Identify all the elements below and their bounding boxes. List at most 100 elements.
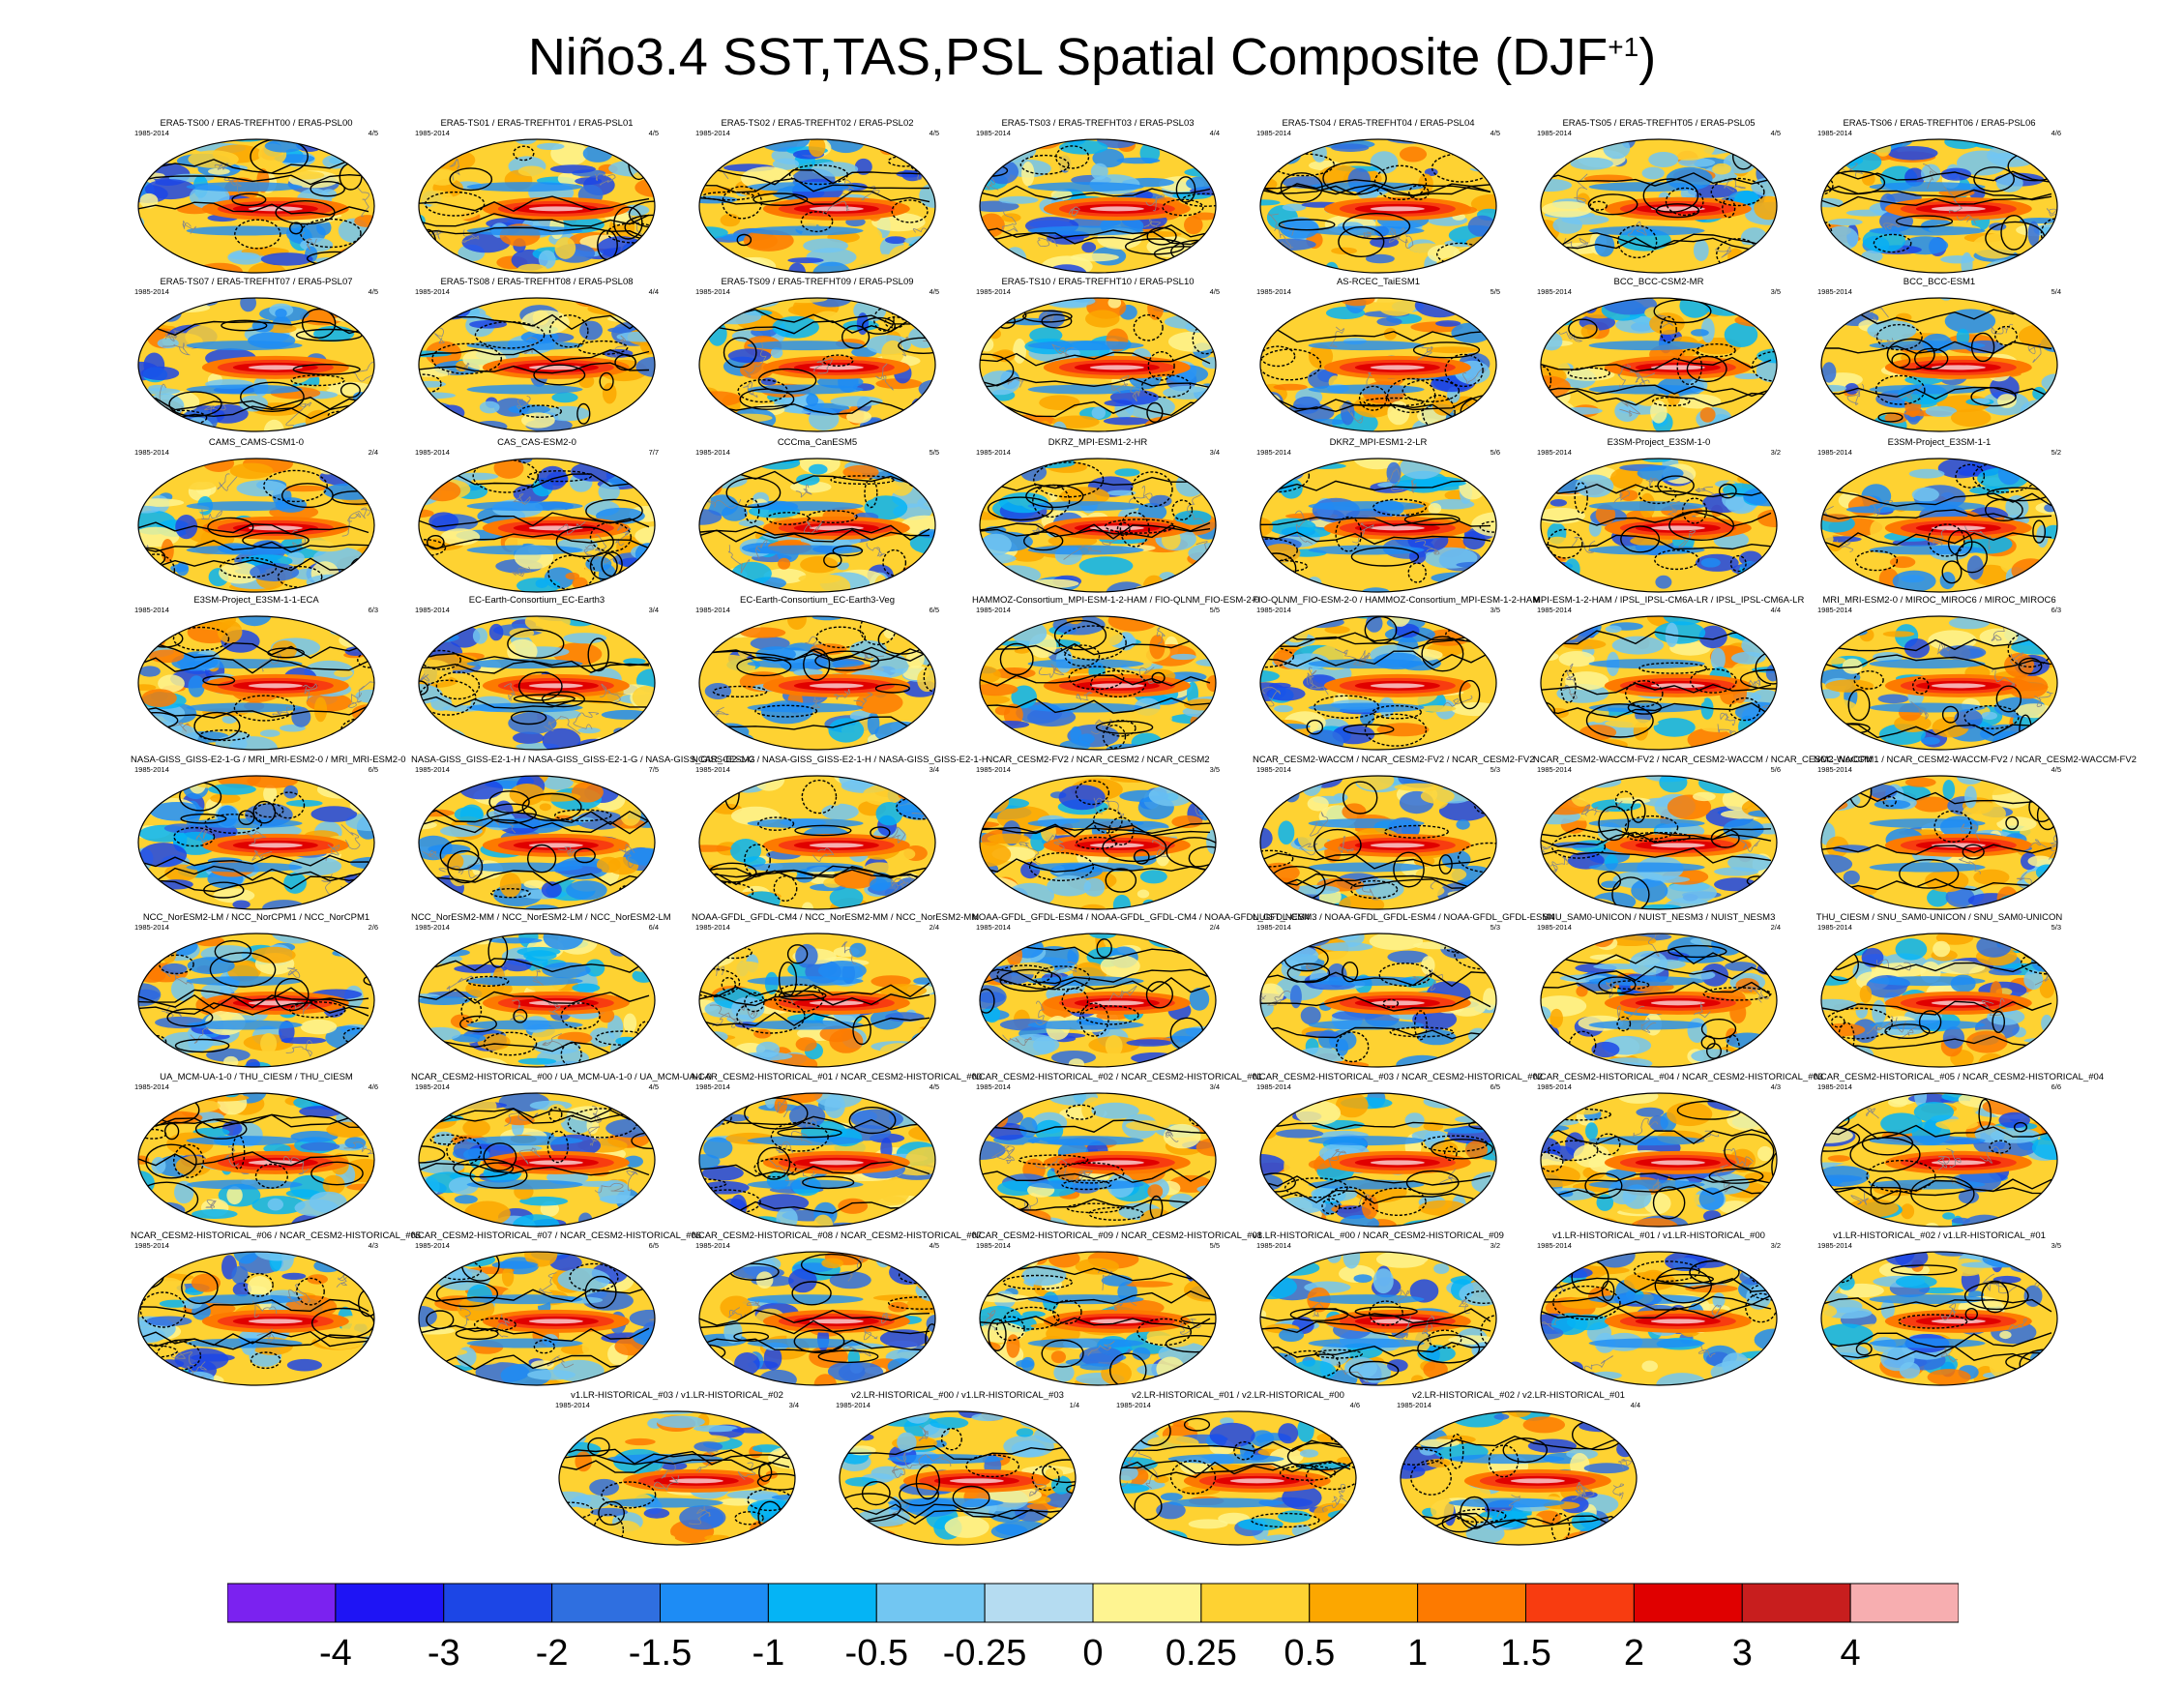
panel-years: 1985-2014 — [1256, 606, 1291, 614]
panel-title: NCAR_CESM2-HISTORICAL_#01 / NCAR_CESM2-H… — [692, 1072, 983, 1082]
map-panel: v2.LR-HISTORICAL_#02 / v2.LR-HISTORICAL_… — [1393, 1390, 1644, 1546]
colorbar-tick-label: -0.5 — [844, 1633, 909, 1674]
panel-years: 1985-2014 — [415, 129, 450, 137]
panel-map — [979, 933, 1217, 1068]
panel-years: 1985-2014 — [134, 765, 169, 774]
map-panel: NCAR_CESM2-HISTORICAL_#07 / NCAR_CESM2-H… — [411, 1230, 701, 1386]
map-panel: NUIST_NESM3 / NOAA-GFDL_GFDL-ESM4 / NOAA… — [1253, 912, 1555, 1068]
map-panel: ERA5-TS08 / ERA5-TREFHT08 / ERA5-PSL08 19… — [411, 277, 663, 432]
panel-event-count: 5/5 — [929, 448, 939, 457]
panel-event-count: 3/2 — [1770, 1241, 1781, 1250]
panel-years: 1985-2014 — [976, 448, 1011, 457]
colorbar-swatch — [984, 1583, 1094, 1623]
panel-years: 1985-2014 — [695, 606, 730, 614]
panel-years: 1985-2014 — [1256, 448, 1291, 457]
panel-map — [1540, 933, 1778, 1068]
panel-event-count: 4/3 — [1770, 1082, 1781, 1091]
map-panel: v1.LR-HISTORICAL_#03 / v1.LR-HISTORICAL_… — [551, 1390, 803, 1546]
map-panel: DKRZ_MPI-ESM1-2-LR 1985-2014 5/6 — [1253, 437, 1504, 593]
panel-map — [1540, 458, 1778, 593]
panel-map — [1820, 933, 2058, 1068]
panel-title: NCC_NorESM2-LM / NCC_NorCPM1 / NCC_NorCP… — [142, 912, 370, 923]
colorbar-swatch — [1417, 1583, 1527, 1623]
map-panel: BCC_BCC-ESM1 1985-2014 5/4 — [1814, 277, 2065, 432]
panel-event-count: 4/4 — [1209, 129, 1220, 137]
panel-years: 1985-2014 — [415, 606, 450, 614]
panel-years: 1985-2014 — [1817, 287, 1852, 296]
map-panel: NOAA-GFDL_GFDL-CM4 / NCC_NorESM2-MM / NC… — [692, 912, 979, 1068]
panel-event-count: 4/5 — [1209, 287, 1220, 296]
map-panel: E3SM-Project_E3SM-1-1-ECA 1985-2014 6/3 — [131, 595, 382, 751]
panel-years: 1985-2014 — [134, 923, 169, 932]
panel-title: AS-RCEC_TaiESM1 — [1336, 277, 1421, 287]
panel-map — [698, 458, 936, 593]
panel-years: 1985-2014 — [134, 448, 169, 457]
panel-map — [137, 458, 375, 593]
panel-years: 1985-2014 — [976, 1082, 1011, 1091]
panel-map — [1820, 775, 2058, 910]
map-panel: ERA5-TS03 / ERA5-TREFHT03 / ERA5-PSL03 19… — [972, 118, 1224, 274]
panel-map — [839, 1410, 1077, 1546]
panel-event-count: 2/4 — [1209, 923, 1220, 932]
colorbar-tick-label: -4 — [318, 1633, 352, 1674]
map-panel: AS-RCEC_TaiESM1 1985-2014 5/5 — [1253, 277, 1504, 432]
panel-title: v1.LR-HISTORICAL_#02 / v1.LR-HISTORICAL_… — [1833, 1230, 2046, 1241]
panel-event-count: 4/6 — [2051, 129, 2061, 137]
panel-years: 1985-2014 — [695, 765, 730, 774]
colorbar-swatch — [1525, 1583, 1635, 1623]
panel-map — [979, 138, 1217, 274]
colorbar-tick-label: 1.5 — [1500, 1633, 1551, 1674]
colorbar-swatch — [227, 1583, 337, 1623]
map-panel: ERA5-TS01 / ERA5-TREFHT01 / ERA5-PSL01 19… — [411, 118, 663, 274]
panel-map — [418, 615, 656, 751]
map-panel: v1.LR-HISTORICAL_#01 / v1.LR-HISTORICAL_… — [1533, 1230, 1785, 1386]
panel-title: E3SM-Project_E3SM-1-0 — [1607, 437, 1711, 448]
panel-map — [979, 297, 1217, 432]
map-panel: NCAR_CESM2-HISTORICAL_#06 / NCAR_CESM2-H… — [131, 1230, 421, 1386]
colorbar-swatch — [443, 1583, 553, 1623]
panel-map — [1540, 138, 1778, 274]
panel-map — [137, 775, 375, 910]
panel-map — [1259, 458, 1497, 593]
panel-years: 1985-2014 — [1817, 765, 1852, 774]
colorbar-swatch — [767, 1583, 877, 1623]
panel-map — [1820, 297, 2058, 432]
panel-event-count: 2/4 — [1770, 923, 1781, 932]
map-panel: NCAR_CESM2-WACCM / NCAR_CESM2-FV2 / NCAR… — [1253, 755, 1535, 910]
map-panel: CCCma_CanESM5 1985-2014 5/5 — [692, 437, 943, 593]
panel-title: NCAR_CESM2-HISTORICAL_#03 / NCAR_CESM2-H… — [1253, 1072, 1544, 1082]
panel-years: 1985-2014 — [976, 287, 1011, 296]
panel-map — [979, 615, 1217, 751]
panel-years: 1985-2014 — [1537, 606, 1572, 614]
panel-map — [979, 458, 1217, 593]
colorbar-swatch — [1092, 1583, 1202, 1623]
panel-title: EC-Earth-Consortium_EC-Earth3 — [468, 595, 605, 606]
panel-years: 1985-2014 — [695, 1241, 730, 1250]
colorbar-swatch — [335, 1583, 445, 1623]
colorbar-tick-label: -1.5 — [628, 1633, 693, 1674]
panel-event-count: 4/5 — [368, 287, 378, 296]
panel-event-count: 4/4 — [1770, 606, 1781, 614]
panel-title: DKRZ_MPI-ESM1-2-HR — [1048, 437, 1148, 448]
map-panel: v1.LR-HISTORICAL_#00 / NCAR_CESM2-HISTOR… — [1253, 1230, 1504, 1386]
panel-title: v1.LR-HISTORICAL_#01 / v1.LR-HISTORICAL_… — [1552, 1230, 1765, 1241]
map-panel: NCAR_CESM2-WACCM-FV2 / NCAR_CESM2-WACCM … — [1533, 755, 1872, 910]
panel-event-count: 4/5 — [1770, 129, 1781, 137]
panel-event-count: 3/4 — [648, 606, 659, 614]
panel-event-count: 4/5 — [648, 1082, 659, 1091]
panel-title: v2.LR-HISTORICAL_#02 / v2.LR-HISTORICAL_… — [1412, 1390, 1625, 1401]
panel-event-count: 4/5 — [929, 1082, 939, 1091]
colorbar-swatch — [1309, 1583, 1419, 1623]
panel-map — [1540, 1092, 1778, 1228]
panel-event-count: 3/5 — [1770, 287, 1781, 296]
colorbar-tick-label: 0.25 — [1165, 1633, 1237, 1674]
panel-map — [418, 297, 656, 432]
map-panel: UA_MCM-UA-1-0 / THU_CIESM / THU_CIESM 198… — [131, 1072, 382, 1228]
panel-event-count: 3/4 — [929, 765, 939, 774]
panel-years: 1985-2014 — [1817, 606, 1852, 614]
chart-title: Niño3.4 SST,TAS,PSL Spatial Composite (D… — [527, 28, 1657, 86]
map-panel: ERA5-TS05 / ERA5-TREFHT05 / ERA5-PSL05 19… — [1533, 118, 1785, 274]
map-panel: NASA-GISS_GISS-E2-1-G / MRI_MRI-ESM2-0 /… — [131, 755, 406, 910]
colorbar-swatch — [551, 1583, 662, 1623]
panel-title: ERA5-TS09 / ERA5-TREFHT09 / ERA5-PSL09 — [721, 277, 914, 287]
